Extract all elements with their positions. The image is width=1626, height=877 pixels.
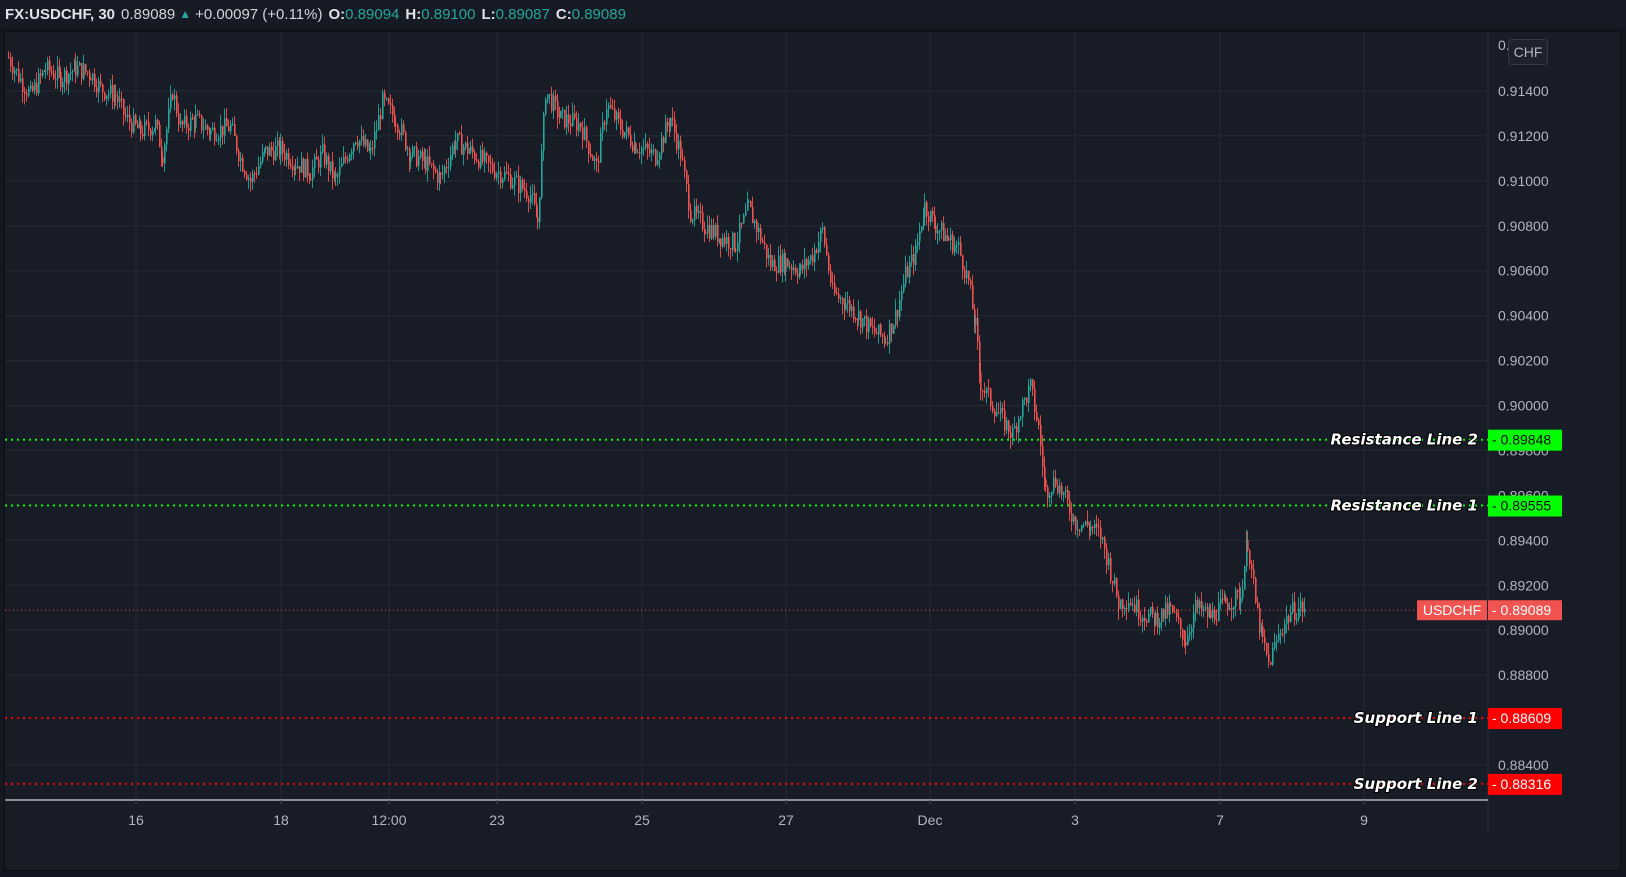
high-value: 0.89100 bbox=[421, 5, 476, 23]
currency-button[interactable]: CHF bbox=[1508, 39, 1548, 65]
price-change: +0.00097 (+0.11%) bbox=[195, 5, 323, 23]
grid-lines bbox=[5, 32, 1489, 836]
time-tick-label: 27 bbox=[778, 812, 794, 828]
price-tick-label: 0.89200 bbox=[1498, 577, 1549, 593]
svg-text:- 0.88316: - 0.88316 bbox=[1492, 776, 1551, 792]
svg-text:- 0.89848: - 0.89848 bbox=[1492, 432, 1551, 448]
price-tick-label: 0.88800 bbox=[1498, 667, 1549, 683]
chart-legend-header: FX:USDCHF, 30 0.89089 ▲ +0.00097 (+0.11%) O:… bbox=[0, 0, 1626, 28]
low-value: 0.89087 bbox=[495, 5, 550, 23]
svg-text:- 0.88609: - 0.88609 bbox=[1492, 710, 1551, 726]
horizontal-lines[interactable]: Resistance Line 2 Resistance Line 1 Suppor… bbox=[5, 430, 1488, 794]
line-price-tag bbox=[1488, 773, 1562, 795]
time-tick-label: 9 bbox=[1360, 812, 1368, 828]
price-tick-label: 0.88400 bbox=[1498, 757, 1549, 773]
line-label: Support Line 1 bbox=[1354, 709, 1478, 727]
svg-text:- 0.89555: - 0.89555 bbox=[1492, 498, 1551, 514]
open-value: 0.89094 bbox=[345, 5, 400, 23]
low-key: L: bbox=[481, 5, 496, 23]
time-tick-label: Dec bbox=[918, 812, 943, 828]
svg-text:USDCHF: USDCHF bbox=[1423, 602, 1481, 618]
price-tick-label: 0.90400 bbox=[1498, 308, 1549, 324]
chart-frame bbox=[4, 31, 1621, 871]
price-tags: USDCHF - 0.89089 - 0.89848 - 0.89555 - 0.886… bbox=[1417, 429, 1562, 795]
candles bbox=[8, 50, 1306, 668]
price-axis[interactable]: 0.91400 0.91200 0.91000 0.90800 0.90600 0.904… bbox=[1498, 37, 1549, 773]
line-price-tag bbox=[1488, 429, 1562, 451]
price-tick-label: 0.89400 bbox=[1498, 532, 1549, 548]
price-tick-label: 0.91400 bbox=[1498, 83, 1549, 99]
symbol-label: FX:USDCHF, 30 bbox=[5, 5, 116, 23]
price-tick-label: 0.90800 bbox=[1498, 218, 1549, 234]
line-price-tag bbox=[1488, 708, 1562, 730]
price-tick-label: 0.90600 bbox=[1498, 263, 1549, 279]
symbol-tag bbox=[1417, 600, 1487, 621]
time-tick-label: 3 bbox=[1071, 812, 1079, 828]
last-price: 0.89089 bbox=[121, 5, 176, 23]
close-value: 0.89089 bbox=[571, 5, 626, 23]
price-tick-label: 0.91200 bbox=[1498, 128, 1549, 144]
time-axis[interactable]: 16 18 12:00 23 25 27 Dec 3 7 9 bbox=[128, 800, 1368, 828]
up-arrow-icon: ▲ bbox=[179, 7, 192, 21]
line-label: Resistance Line 1 bbox=[1331, 497, 1478, 515]
line-label: Support Line 2 bbox=[1354, 775, 1478, 793]
line-label: Resistance Line 2 bbox=[1331, 431, 1478, 449]
time-tick-label: 18 bbox=[273, 812, 289, 828]
time-tick-label: 16 bbox=[128, 812, 144, 828]
price-tick-label: 0.89000 bbox=[1498, 622, 1549, 638]
time-tick-label: 7 bbox=[1216, 812, 1224, 828]
price-tick-label: 0.90000 bbox=[1498, 398, 1549, 414]
line-price-tag bbox=[1488, 495, 1562, 517]
time-tick-label: 23 bbox=[489, 812, 505, 828]
time-tick-label: 25 bbox=[634, 812, 650, 828]
time-tick-label: 12:00 bbox=[371, 812, 406, 828]
close-key: C: bbox=[555, 5, 572, 23]
open-key: O: bbox=[328, 5, 346, 23]
last-price-tag bbox=[1488, 600, 1562, 621]
svg-text:- 0.89089: - 0.89089 bbox=[1492, 602, 1551, 618]
high-key: H: bbox=[405, 5, 422, 23]
price-tick-label: 0.90200 bbox=[1498, 353, 1549, 369]
price-tick-label: 0.91000 bbox=[1498, 173, 1549, 189]
